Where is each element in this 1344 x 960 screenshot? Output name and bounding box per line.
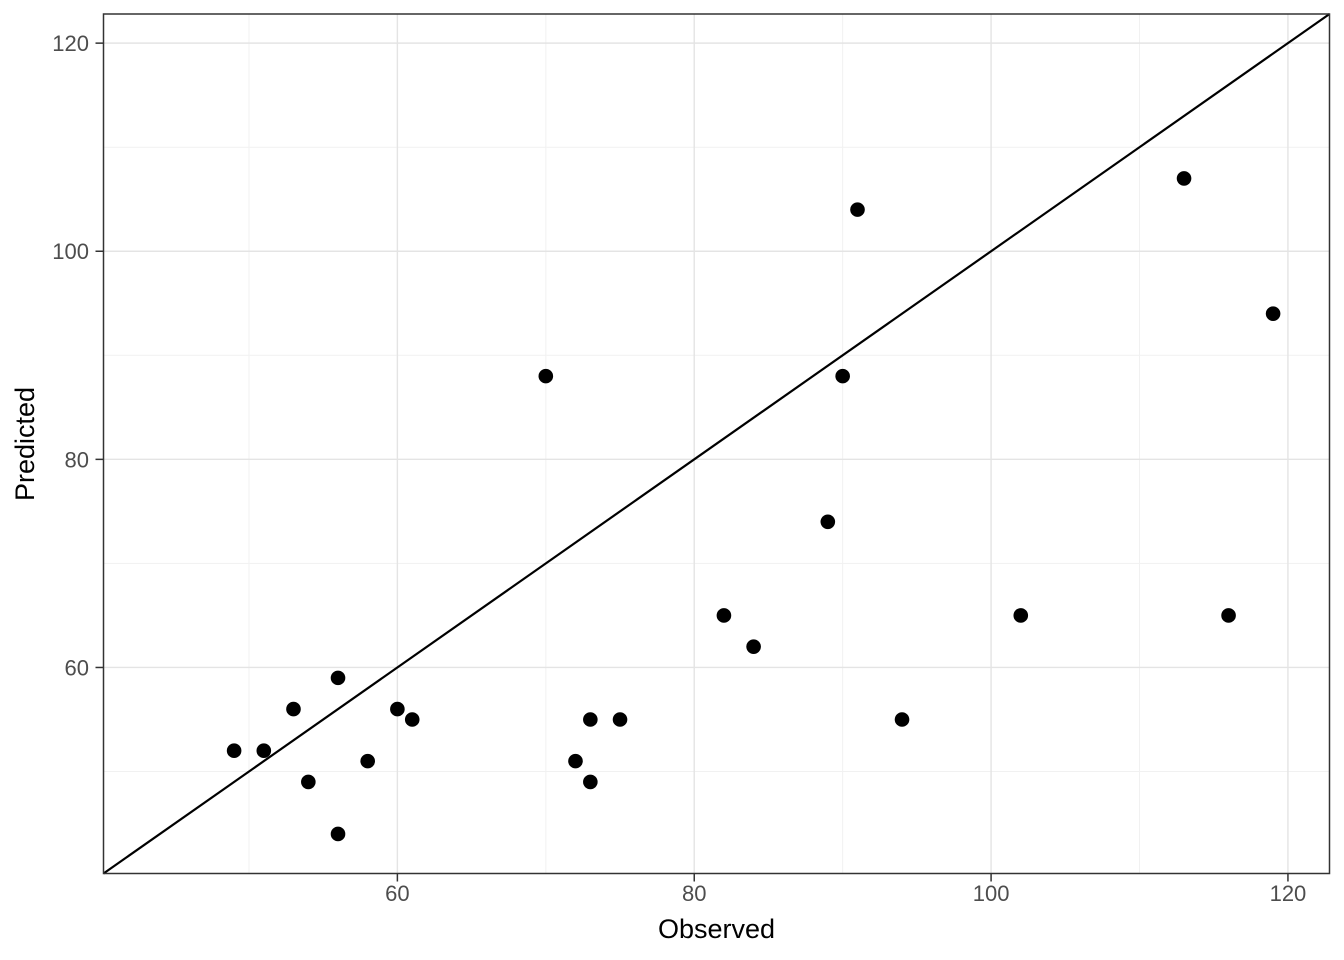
data-point <box>746 639 761 654</box>
y-tick-label: 60 <box>65 655 89 680</box>
x-axis-title: Observed <box>658 914 775 944</box>
x-tick-label: 100 <box>973 881 1010 906</box>
data-points-group <box>226 171 1281 842</box>
data-point <box>256 743 272 759</box>
x-tick-label: 60 <box>385 881 409 906</box>
data-point <box>301 774 316 790</box>
data-point <box>568 753 583 769</box>
data-point <box>286 701 301 717</box>
identity-line-group <box>102 13 1331 875</box>
data-point <box>716 608 732 623</box>
data-point <box>850 202 865 217</box>
y-axis-title: Predicted <box>10 387 40 501</box>
x-tick-label: 80 <box>682 881 706 906</box>
data-point <box>583 712 598 727</box>
data-point <box>1013 608 1029 623</box>
data-point <box>390 701 405 717</box>
data-point <box>1265 306 1281 321</box>
data-point <box>538 368 554 384</box>
major-gridlines <box>103 14 1330 874</box>
data-point <box>820 514 836 530</box>
y-tick-label: 100 <box>52 239 89 264</box>
panel-border <box>102 13 1331 875</box>
y-tick-label: 120 <box>52 31 89 56</box>
y-tick-label: 80 <box>65 447 89 472</box>
data-point <box>894 712 910 727</box>
data-point <box>612 712 628 727</box>
x-tick-label: 120 <box>1270 881 1307 906</box>
data-point <box>1221 608 1236 623</box>
axis-tick-marks <box>95 42 1289 882</box>
data-point <box>404 712 420 727</box>
data-point <box>330 826 346 842</box>
identity-line <box>102 13 1331 875</box>
data-point <box>583 774 598 790</box>
data-point <box>330 670 346 686</box>
data-point <box>1176 171 1192 186</box>
minor-gridlines <box>103 14 1330 874</box>
axis-tick-labels: 60 80 100 120 60 80 100 120 <box>52 31 1306 906</box>
data-point <box>835 368 850 384</box>
data-point <box>226 743 242 759</box>
data-point <box>360 753 375 769</box>
